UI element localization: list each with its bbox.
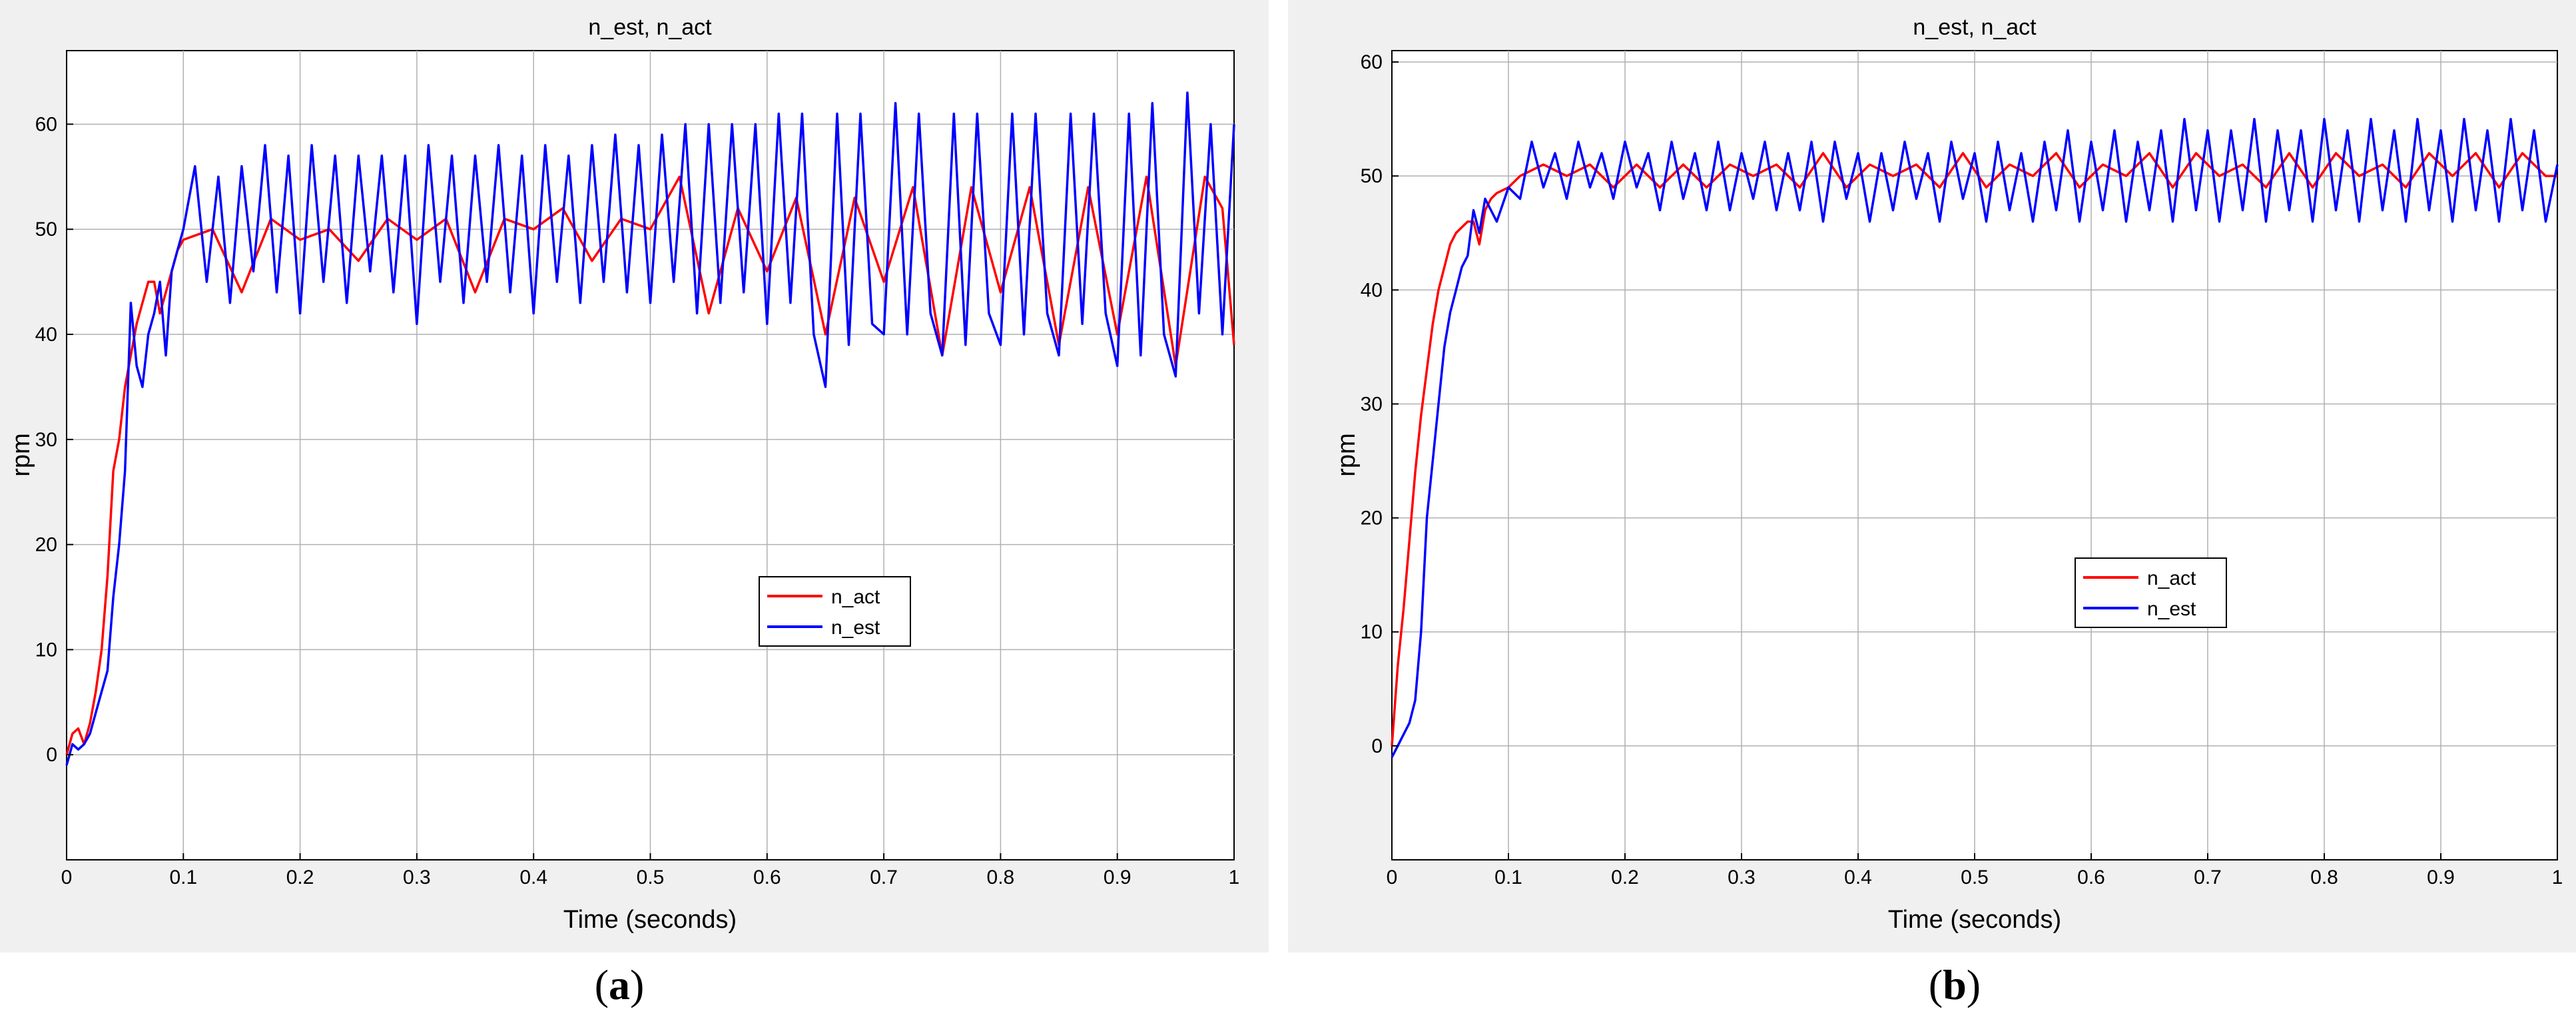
x-tick-label: 1: [1229, 866, 1240, 888]
legend-a: n_act n_est: [759, 576, 911, 647]
series-line-n-est-b: [1391, 117, 2559, 758]
y-tick-label: 50: [1361, 165, 1383, 187]
x-tick-label: 0.4: [1844, 866, 1872, 888]
x-tick-label: 0.9: [2427, 866, 2455, 888]
series-group-a: [65, 91, 1235, 766]
legend-label-n-act-b: n_act: [2147, 567, 2196, 589]
y-tick-label: 10: [35, 639, 57, 661]
series-line-n-act-a: [65, 175, 1235, 755]
y-ticks-b: 0 10 20 30 40 50 60: [1361, 51, 1399, 757]
x-axis-label-b: Time (seconds): [1888, 906, 2061, 934]
chart-title-a: n_est, n_act: [588, 15, 712, 40]
x-tick-label: 0: [1387, 866, 1398, 888]
y-tick-label: 30: [35, 429, 57, 451]
chart-panel-b: 0 0.1 0.2 0.3 0.4 0.5 0.6 0.7 0.8 0.9 1 0 10 20 30 40 5…: [1288, 0, 2576, 952]
y-tick-label: 20: [35, 534, 57, 556]
x-tick-label: 0.4: [519, 866, 547, 888]
legend-label-n-act-a: n_act: [831, 586, 880, 608]
chart-title-b: n_est, n_act: [1913, 15, 2037, 40]
y-tick-label: 0: [1371, 735, 1383, 757]
y-ticks-a: 0 10 20 30 40 50 60: [35, 113, 73, 766]
x-tick-label: 1: [2552, 866, 2563, 888]
legend-box-a: [759, 576, 911, 647]
caption-a: (a): [595, 961, 645, 1008]
y-axis-label-a: rpm: [7, 433, 35, 476]
caption-b: (b): [1929, 961, 1981, 1008]
x-tick-label: 0.6: [753, 866, 781, 888]
x-tick-label: 0.8: [987, 866, 1015, 888]
series-line-n-est-a: [65, 91, 1235, 766]
legend-label-n-est-a: n_est: [831, 617, 880, 639]
x-tick-label: 0.7: [2194, 866, 2222, 888]
x-tick-label: 0.7: [870, 866, 898, 888]
x-axis-label-a: Time (seconds): [563, 906, 737, 934]
x-tick-label: 0.9: [1104, 866, 1131, 888]
x-tick-label: 0.2: [1611, 866, 1639, 888]
x-tick-label: 0: [61, 866, 73, 888]
series-group-b: [1391, 117, 2559, 758]
x-ticks-a: 0 0.1 0.2 0.3 0.4 0.5 0.6 0.7 0.8 0.9 1: [61, 853, 1240, 888]
captions: (a) (b): [595, 961, 1981, 1008]
y-tick-label: 50: [35, 218, 57, 240]
x-tick-label: 0.3: [403, 866, 431, 888]
y-tick-label: 40: [1361, 279, 1383, 301]
x-tick-label: 0.5: [1961, 866, 1989, 888]
grid-a: [67, 51, 1234, 860]
y-tick-label: 10: [1361, 621, 1383, 643]
caption-a-letter: a: [609, 961, 630, 1008]
chart-panel-a: 0 0.1 0.2 0.3 0.4 0.5 0.6 0.7 0.8 0.9 1 0 10 20 30 40 5…: [0, 0, 1269, 952]
y-tick-label: 40: [35, 324, 57, 346]
legend-box-b: [2075, 557, 2227, 628]
x-tick-label: 0.5: [637, 866, 665, 888]
y-tick-label: 60: [1361, 51, 1383, 73]
y-axis-label-b: rpm: [1333, 433, 1361, 476]
x-tick-label: 0.1: [169, 866, 197, 888]
x-tick-label: 0.8: [2310, 866, 2338, 888]
x-tick-label: 0.6: [2077, 866, 2105, 888]
legend-b: n_act n_est: [2075, 557, 2227, 628]
y-tick-label: 30: [1361, 393, 1383, 415]
y-tick-label: 20: [1361, 508, 1383, 529]
y-tick-label: 60: [35, 113, 57, 135]
x-tick-label: 0.2: [286, 866, 314, 888]
x-ticks-b: 0 0.1 0.2 0.3 0.4 0.5 0.6 0.7 0.8 0.9 1: [1387, 853, 2563, 888]
caption-b-letter: b: [1943, 961, 1967, 1008]
x-tick-label: 0.1: [1494, 866, 1522, 888]
x-tick-label: 0.3: [1728, 866, 1756, 888]
legend-label-n-est-b: n_est: [2147, 598, 2196, 620]
grid-b: [1392, 51, 2557, 860]
y-tick-label: 0: [46, 744, 57, 766]
